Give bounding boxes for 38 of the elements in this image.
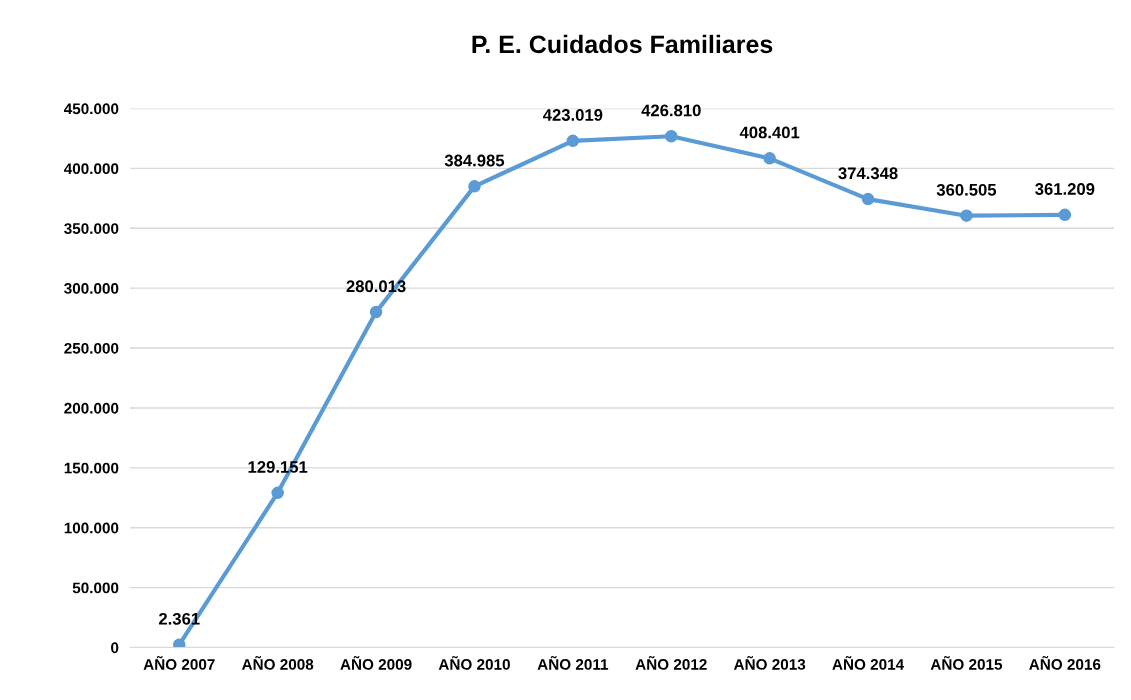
- point: [861, 192, 875, 206]
- y-tick-label: 450.000: [63, 103, 119, 115]
- point: [664, 130, 678, 143]
- point: [173, 638, 186, 648]
- chart-title: P. E. Cuidados Familiares: [472, 34, 773, 54]
- point: [468, 180, 481, 193]
- y-tick-label: 0: [111, 642, 119, 654]
- y-tick-label: 300.000: [64, 283, 119, 294]
- y-tick-label: 400.000: [63, 163, 119, 175]
- data-label: 384.985: [444, 154, 505, 167]
- data-label: 360.505: [936, 183, 997, 196]
- data-label: 408.401: [739, 126, 800, 139]
- point: [763, 152, 776, 165]
- point: [960, 209, 973, 222]
- data-label: 423.019: [542, 109, 603, 121]
- point: [369, 305, 383, 319]
- x-tick-label: AÑO 2011: [537, 656, 609, 670]
- x-tick-label: AÑO 2007: [143, 656, 215, 670]
- x-tick-label: AÑO 2013: [733, 656, 806, 670]
- data-label: 361.209: [1035, 183, 1095, 195]
- x-tick-label: AÑO 2012: [635, 656, 707, 670]
- point: [566, 134, 580, 148]
- x-tick-label: AÑO 2009: [340, 656, 412, 670]
- x-tick-label: AÑO 2010: [438, 656, 510, 670]
- y-tick-label: 200.000: [64, 402, 119, 414]
- x-tick-label: AÑO 2008: [241, 656, 314, 670]
- y-tick-label: 50.000: [72, 582, 119, 594]
- data-label: 374.348: [838, 167, 898, 180]
- point: [1058, 208, 1072, 222]
- y-tick-label: 350.000: [64, 223, 119, 234]
- y-tick-label: 150.000: [64, 462, 119, 474]
- y-tick-label: 250.000: [64, 342, 119, 354]
- y-tick-label: 100.000: [64, 522, 119, 534]
- x-tick-label: AÑO 2016: [1029, 656, 1101, 670]
- data-label: 426.810: [641, 104, 701, 117]
- point: [271, 486, 284, 500]
- x-tick-label: AÑO 2014: [832, 656, 905, 670]
- x-tick-label: AÑO 2015: [930, 656, 1003, 670]
